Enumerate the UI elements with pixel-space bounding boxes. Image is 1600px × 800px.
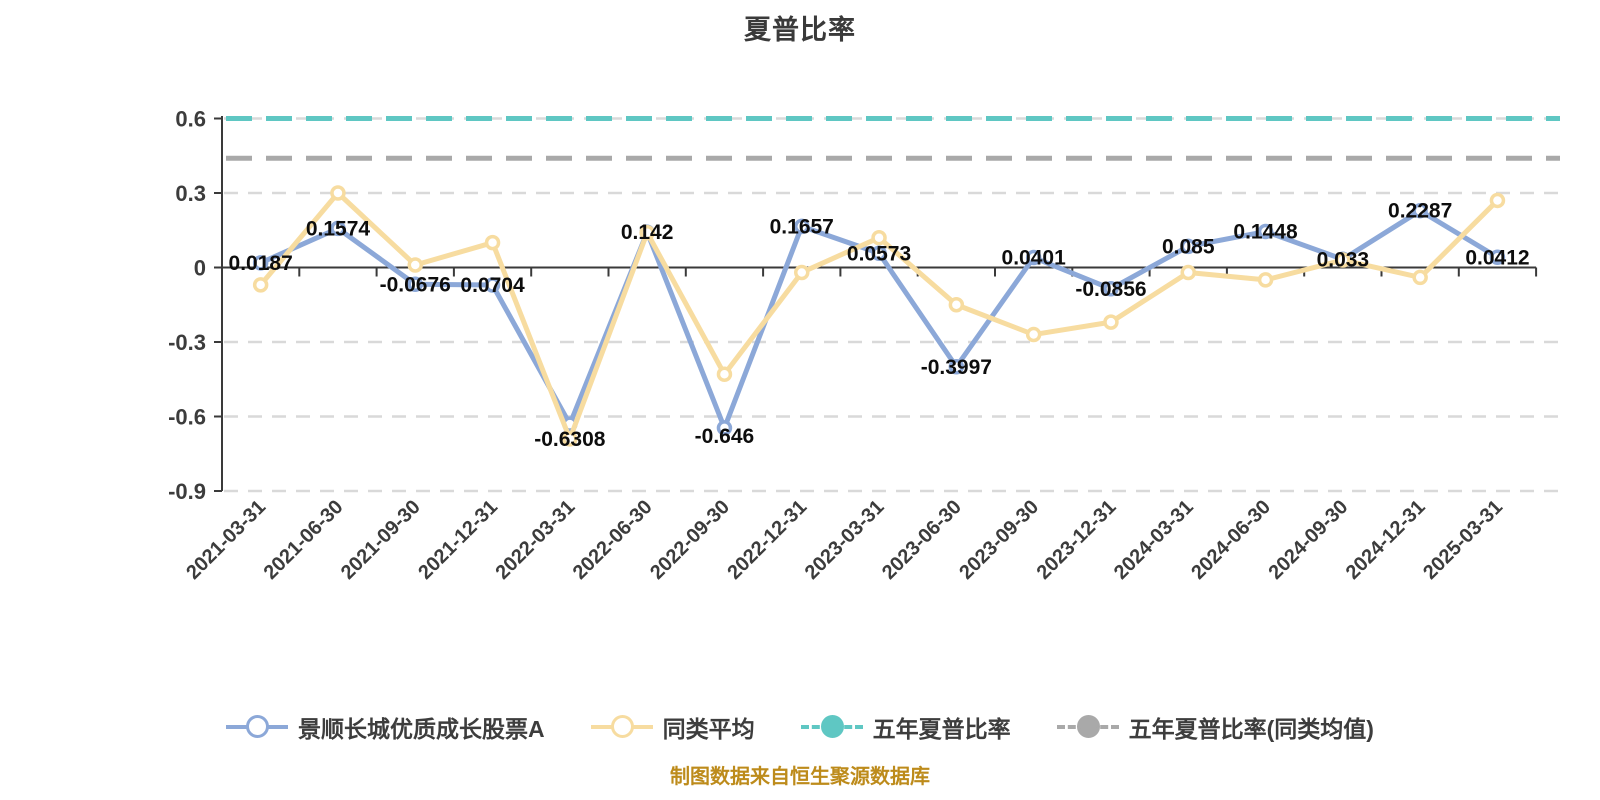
x-axis-label: 2022-06-30	[569, 496, 657, 584]
data-label: -0.0676	[380, 273, 451, 296]
data-point[interactable]	[484, 234, 501, 251]
legend-label: 景顺长城优质成长股票A	[298, 716, 545, 742]
legend-line-circle-icon	[800, 715, 863, 739]
data-label: 0.0412	[1465, 246, 1529, 269]
data-point[interactable]	[1489, 192, 1506, 209]
data-point[interactable]	[330, 220, 346, 237]
data-point[interactable]	[562, 431, 578, 447]
legend-circle	[246, 715, 270, 738]
x-axis-label: 2024-06-30	[1187, 496, 1275, 584]
y-axis-label: -0.9	[168, 479, 206, 504]
data-point[interactable]	[948, 359, 965, 375]
y-axis-label: 0	[194, 256, 206, 281]
data-point[interactable]	[794, 218, 810, 235]
y-axis-label: -0.3	[168, 330, 206, 355]
data-label: 0.0401	[1002, 247, 1067, 270]
x-axis-label: 2024-03-31	[1110, 496, 1198, 584]
data-point[interactable]	[1257, 223, 1274, 240]
data-label: -0.3997	[921, 356, 992, 379]
legend: 景顺长城优质成长股票A 同类平均 五年夏普比率 五年夏普比率(同类均值)	[0, 710, 1600, 744]
data-label: 0.1657	[770, 215, 834, 238]
series-line-1	[258, 190, 1500, 442]
data-point[interactable]	[716, 420, 733, 436]
data-point[interactable]	[1412, 269, 1428, 286]
x-axis-label: 2024-09-30	[1264, 496, 1352, 584]
data-point[interactable]	[1489, 249, 1506, 266]
data-point[interactable]	[871, 245, 887, 262]
data-point[interactable]	[716, 366, 733, 383]
data-point[interactable]	[407, 257, 423, 273]
data-label: 0.1448	[1233, 221, 1298, 244]
data-point[interactable]	[252, 277, 269, 293]
legend-item-0[interactable]: 景顺长城优质成长股票A	[226, 710, 545, 744]
legend-item-3[interactable]: 五年夏普比率(同类均值)	[1056, 710, 1374, 744]
data-label: 0.1574	[306, 217, 371, 240]
y-axis-label: 0.6	[175, 107, 206, 132]
x-axis-label: 2021-06-30	[260, 496, 348, 584]
legend-circle	[610, 715, 634, 738]
x-axis-label: 2023-03-31	[801, 496, 889, 584]
data-label: 0.033	[1317, 248, 1370, 271]
data-point[interactable]	[871, 229, 887, 246]
legend-item-2[interactable]: 五年夏普比率	[800, 710, 1011, 744]
legend-label: 五年夏普比率	[872, 716, 1011, 742]
data-label: 0.2287	[1388, 200, 1452, 223]
x-axis-label: 2022-12-31	[723, 496, 811, 584]
x-axis-label: 2025-03-31	[1419, 496, 1507, 584]
y-axis-label: 0.3	[175, 181, 206, 206]
data-label: -0.6308	[534, 428, 606, 451]
data-label: 0.0573	[847, 242, 911, 265]
x-axis-label: 2023-09-30	[955, 496, 1043, 584]
legend-line-circle-icon	[226, 715, 289, 739]
x-axis-label: 2022-09-30	[646, 496, 734, 584]
sharpe-ratio-chart: 0.60.30-0.3-0.6-0.92021-03-312021-06-302…	[168, 107, 1560, 584]
data-label: -0.0856	[1075, 278, 1146, 301]
data-point[interactable]	[794, 264, 810, 281]
data-point[interactable]	[639, 224, 655, 241]
data-label: 0.085	[1162, 235, 1215, 258]
data-point[interactable]	[1257, 272, 1274, 288]
chart-title: 夏普比率	[744, 15, 856, 45]
x-axis-label: 2021-12-31	[414, 496, 502, 584]
x-axis-label: 2021-09-30	[337, 496, 425, 584]
data-point[interactable]	[1025, 326, 1042, 343]
data-point[interactable]	[484, 277, 501, 293]
data-label: 0.142	[621, 221, 674, 244]
data-label: 0.0704	[460, 274, 525, 297]
data-point[interactable]	[1025, 249, 1042, 266]
y-axis-label: -0.6	[168, 404, 206, 429]
data-point[interactable]	[1412, 202, 1428, 219]
data-source-credit: 制图数据来自恒生聚源数据库	[670, 766, 930, 788]
legend-item-1[interactable]: 同类平均	[590, 710, 755, 744]
x-axis-label: 2024-12-31	[1342, 496, 1430, 584]
data-point[interactable]	[330, 185, 346, 201]
legend-circle	[1076, 715, 1100, 738]
legend-circle	[820, 715, 844, 738]
data-point[interactable]	[1335, 252, 1351, 268]
x-axis-label: 2022-03-31	[491, 496, 579, 584]
data-label: 0.0187	[229, 252, 293, 275]
data-point[interactable]	[407, 276, 423, 293]
legend-label: 五年夏普比率(同类均值)	[1128, 716, 1374, 742]
data-point[interactable]	[1180, 264, 1196, 281]
data-point[interactable]	[252, 255, 269, 271]
x-axis-label: 2023-12-31	[1033, 496, 1121, 584]
data-label: -0.646	[695, 425, 755, 448]
data-point[interactable]	[1180, 238, 1196, 255]
x-axis-label: 2021-03-31	[182, 496, 270, 584]
data-point[interactable]	[1103, 314, 1119, 330]
x-axis-label: 2023-06-30	[878, 496, 966, 584]
data-point[interactable]	[948, 296, 965, 313]
legend-line-circle-icon	[1056, 715, 1119, 739]
legend-line-circle-icon	[590, 715, 653, 739]
legend-label: 同类平均	[662, 716, 755, 742]
data-point[interactable]	[1103, 281, 1119, 297]
